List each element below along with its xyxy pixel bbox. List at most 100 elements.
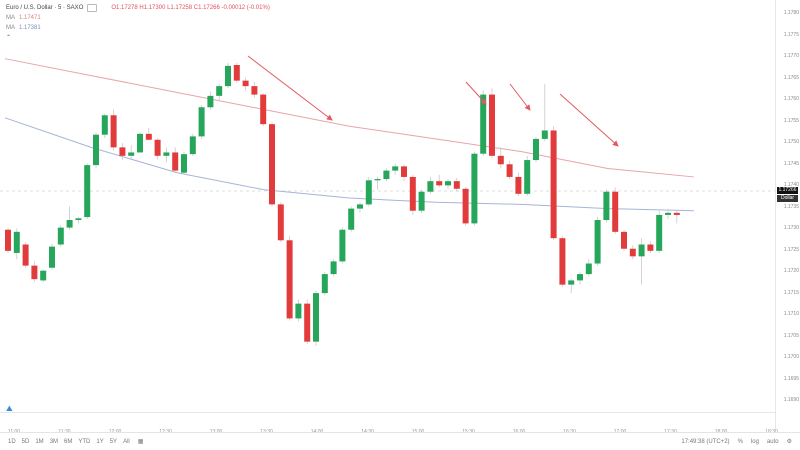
candle	[181, 151, 187, 175]
candle-body-up	[75, 218, 82, 221]
candle	[101, 113, 108, 139]
legend-ma2-row[interactable]: MA 1.17381	[6, 23, 270, 33]
candle-body-up	[533, 138, 539, 161]
candle	[603, 189, 610, 223]
candle	[665, 208, 671, 220]
candle	[119, 143, 126, 161]
calendar-icon[interactable]: ▦	[137, 439, 144, 445]
price-tick-label: 1.1740	[783, 182, 799, 188]
candle-body-up	[128, 152, 135, 156]
candle	[462, 187, 469, 226]
candles	[5, 62, 680, 346]
candle-body-down	[260, 94, 267, 125]
candle	[110, 109, 117, 151]
candle-body-up	[40, 270, 47, 281]
candle-body-up	[577, 274, 583, 281]
candle-body-up	[665, 212, 671, 215]
candle-body-up	[207, 95, 214, 108]
candle-body-up	[13, 231, 20, 253]
candle-body-up	[471, 153, 478, 224]
candle-body-up	[84, 165, 91, 218]
candle-body-up	[348, 208, 355, 230]
period-5y[interactable]: 5Y	[109, 438, 118, 445]
candle	[629, 245, 636, 260]
candle-body-down	[612, 191, 619, 232]
candle-body-up	[198, 107, 205, 137]
candle-body-down	[506, 164, 513, 177]
candle	[137, 132, 143, 153]
candle	[348, 206, 355, 232]
candle-body-up	[49, 246, 55, 268]
symbol-title[interactable]: Euro / U.S. Dollar · 5 · SAXO	[6, 5, 84, 11]
candle	[383, 168, 390, 182]
candle	[418, 189, 425, 213]
candle-body-up	[585, 263, 592, 275]
candle-body-up	[101, 115, 108, 135]
price-tick-label: 1.1760	[783, 96, 799, 102]
tradingview-logo-icon[interactable]: ⛰	[6, 404, 13, 413]
candle	[577, 271, 583, 285]
candle	[128, 145, 135, 161]
visibility-toggle-icon[interactable]	[87, 4, 98, 12]
price-tick-label: 1.1765	[783, 74, 799, 81]
candle-body-down	[453, 181, 460, 189]
candle-body-down	[242, 80, 249, 87]
candle-body-down	[110, 115, 117, 148]
price-tick-label: 1.1720	[783, 268, 799, 274]
candle-body-down	[22, 244, 29, 266]
percent-toggle[interactable]: %	[737, 438, 743, 445]
period-1d[interactable]: 1D	[8, 438, 16, 445]
candle	[225, 62, 231, 89]
price-tick-label: 1.1755	[783, 117, 799, 124]
candle	[673, 210, 680, 224]
candle-body-up	[357, 204, 363, 209]
price-tick-label: 1.1730	[783, 225, 799, 231]
period-5d[interactable]: 5D	[21, 438, 30, 445]
price-tick-label: 1.1750	[783, 139, 799, 145]
candle	[216, 84, 223, 101]
period-1y[interactable]: 1Y	[96, 438, 104, 445]
candle	[471, 151, 478, 226]
period-6m[interactable]: 6M	[64, 438, 73, 445]
candle	[365, 176, 372, 207]
candle	[93, 132, 99, 169]
candle	[22, 242, 29, 268]
candle	[233, 62, 240, 84]
chevron-up-icon[interactable]: ⌃	[6, 35, 12, 41]
candle	[313, 290, 319, 346]
candle	[269, 122, 275, 207]
candle-body-up	[225, 65, 231, 87]
price-tick-label: 1.1695	[783, 375, 799, 382]
legend-collapse-row[interactable]: ⌃	[6, 33, 270, 43]
candle-body-up	[524, 160, 531, 194]
candle-body-down	[401, 166, 407, 177]
period-1m[interactable]: 1M	[35, 438, 44, 445]
candle-body-up	[374, 179, 381, 181]
candle	[242, 77, 249, 91]
candle	[145, 127, 152, 142]
candle-body-up	[603, 191, 610, 221]
price-axis[interactable]: 1.1780 1.1775 1.1770 1.1765 1.1760 1.1755 1.17…	[775, 0, 800, 430]
auto-toggle[interactable]: auto	[766, 438, 779, 445]
period-3m[interactable]: 3M	[49, 438, 59, 445]
price-tick-label: 1.1770	[783, 53, 799, 59]
time-axis[interactable]: 11:0011:3012:0012:3013:0013:3014:0014:30…	[0, 412, 778, 435]
legend-ma1-row[interactable]: MA 1.17471	[6, 13, 270, 23]
candle-body-down	[647, 244, 654, 251]
candle	[445, 179, 451, 189]
clock-time[interactable]: 17:49:38 (UTC+2)	[681, 438, 730, 445]
price-tick-label: 1.1745	[783, 160, 799, 167]
period-ytd[interactable]: YTD	[78, 438, 91, 445]
candle	[251, 81, 258, 98]
log-toggle[interactable]: log	[750, 438, 759, 445]
arrow-annotation-2	[465, 81, 487, 105]
candlestick-chart[interactable]	[0, 0, 775, 412]
candle	[49, 243, 55, 270]
candle	[5, 227, 11, 253]
candle-body-down	[286, 240, 293, 319]
candle	[480, 90, 487, 156]
gear-icon[interactable]: ⚙	[786, 439, 792, 445]
candle-body-down	[31, 265, 38, 280]
ma-slow-line	[4, 58, 694, 178]
period-all[interactable]: All	[123, 438, 130, 445]
